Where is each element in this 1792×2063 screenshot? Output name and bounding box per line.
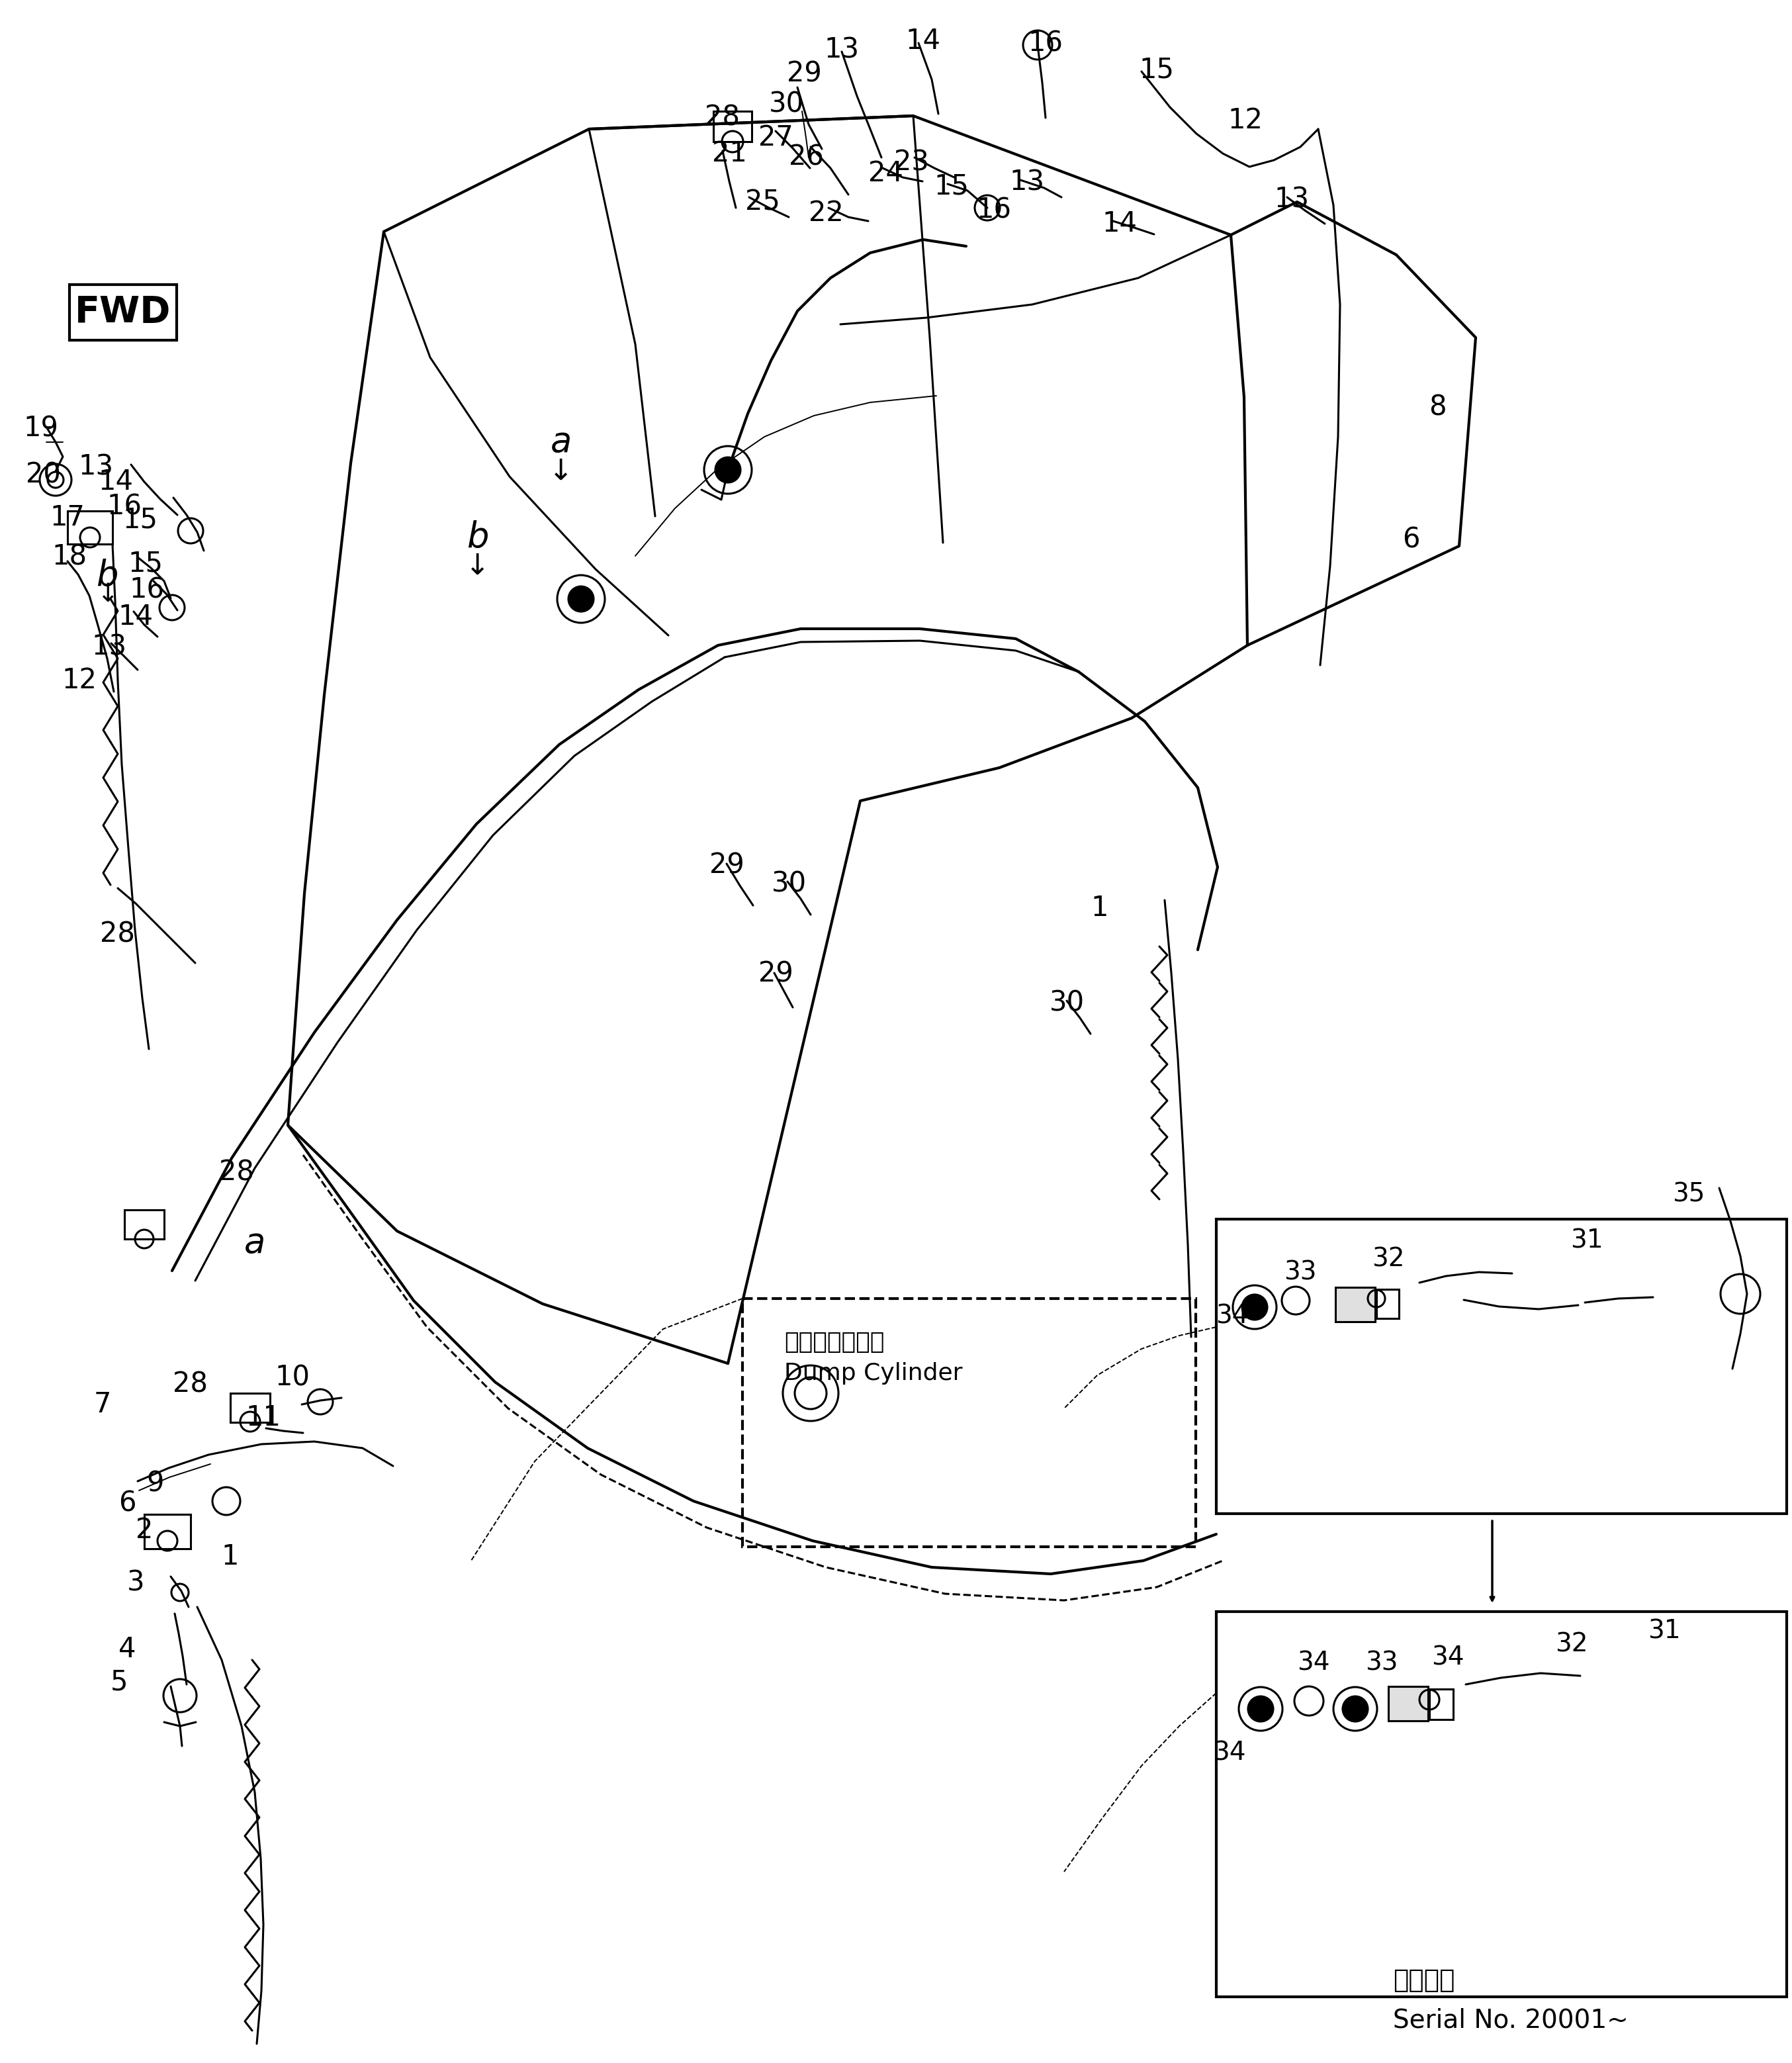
Circle shape: [1247, 1696, 1272, 1721]
Bar: [124, 1209, 165, 1240]
Text: 12: 12: [1228, 107, 1263, 134]
Text: b: b: [466, 520, 489, 555]
Text: 14: 14: [1102, 210, 1138, 237]
Text: 25: 25: [745, 188, 780, 217]
Text: 33: 33: [1366, 1650, 1398, 1675]
Text: 9: 9: [147, 1471, 165, 1498]
Text: 8: 8: [1428, 394, 1446, 421]
Text: 13: 13: [1274, 186, 1310, 215]
Text: ↓: ↓: [97, 582, 118, 607]
Circle shape: [1342, 1696, 1367, 1721]
Text: 14: 14: [118, 602, 152, 631]
Text: 29: 29: [787, 60, 821, 89]
Text: 5: 5: [111, 1669, 127, 1696]
Text: 27: 27: [758, 124, 794, 151]
Text: a: a: [244, 1225, 265, 1260]
Text: 31: 31: [1649, 1619, 1681, 1644]
Text: 1: 1: [1091, 893, 1109, 922]
Text: 34: 34: [1432, 1646, 1464, 1671]
Circle shape: [1242, 1296, 1267, 1320]
Bar: [1335, 1287, 1374, 1322]
Text: 29: 29: [710, 852, 744, 879]
Text: 30: 30: [769, 91, 805, 118]
Text: 28: 28: [174, 1370, 208, 1399]
Text: 16: 16: [977, 196, 1011, 225]
Text: 24: 24: [867, 159, 903, 188]
Text: 19: 19: [23, 415, 59, 444]
Text: ↓: ↓: [466, 551, 489, 580]
Text: 21: 21: [711, 140, 747, 167]
Text: 22: 22: [808, 200, 844, 227]
Text: 15: 15: [1140, 56, 1174, 83]
Text: 15: 15: [127, 551, 163, 578]
Text: 33: 33: [1283, 1260, 1317, 1285]
Text: 13: 13: [79, 452, 113, 481]
Text: 14: 14: [905, 27, 941, 56]
Text: 32: 32: [1555, 1632, 1588, 1657]
Bar: [1389, 1685, 1428, 1721]
Text: a: a: [550, 425, 572, 460]
Text: 2: 2: [136, 1516, 152, 1543]
Text: 適用号機: 適用号機: [1392, 1968, 1455, 1993]
Bar: [742, 1298, 1195, 1547]
Text: 30: 30: [771, 871, 806, 897]
Text: 1: 1: [222, 1543, 238, 1570]
Text: 13: 13: [91, 633, 127, 662]
Text: 4: 4: [118, 1636, 136, 1663]
Bar: [70, 285, 177, 340]
Text: 13: 13: [1009, 167, 1045, 196]
Text: b: b: [97, 559, 118, 592]
Text: 16: 16: [129, 576, 165, 604]
Text: 15: 15: [934, 173, 969, 200]
Text: 3: 3: [127, 1570, 145, 1597]
Text: 34: 34: [1297, 1650, 1330, 1675]
Text: 17: 17: [50, 503, 84, 532]
Text: 35: 35: [1672, 1182, 1706, 1207]
Text: 11: 11: [246, 1403, 281, 1432]
Text: ↓: ↓: [548, 458, 573, 485]
Text: Dump Cylinder: Dump Cylinder: [785, 1362, 962, 1384]
Text: 34: 34: [1213, 1739, 1245, 1766]
Text: 7: 7: [93, 1390, 111, 1419]
Text: 12: 12: [63, 666, 97, 695]
Text: 26: 26: [788, 144, 824, 171]
Bar: [68, 512, 113, 545]
Circle shape: [568, 586, 593, 611]
Text: 28: 28: [100, 920, 136, 949]
Text: 28: 28: [704, 103, 740, 132]
Text: 34: 34: [1215, 1304, 1249, 1329]
Text: ダンプシリンダ: ダンプシリンダ: [785, 1331, 883, 1353]
Bar: [1430, 1690, 1453, 1718]
Bar: [713, 111, 751, 142]
Bar: [1217, 1219, 1787, 1514]
Text: 28: 28: [219, 1159, 254, 1186]
Text: 16: 16: [108, 493, 142, 520]
Text: 29: 29: [758, 961, 794, 988]
Bar: [231, 1393, 271, 1421]
Text: FWD: FWD: [75, 295, 172, 330]
Text: 16: 16: [1029, 29, 1063, 58]
Bar: [1376, 1289, 1400, 1318]
Text: 18: 18: [52, 543, 88, 571]
Text: 23: 23: [894, 149, 930, 175]
Text: 6: 6: [1401, 526, 1419, 553]
Text: 13: 13: [824, 35, 860, 64]
Text: 20: 20: [25, 462, 61, 489]
Text: 31: 31: [1570, 1227, 1604, 1254]
Text: 6: 6: [118, 1489, 136, 1518]
Text: Serial No. 20001~: Serial No. 20001~: [1392, 2007, 1629, 2032]
Text: 30: 30: [1048, 988, 1084, 1017]
Text: 32: 32: [1373, 1246, 1405, 1271]
Bar: [1217, 1611, 1787, 1997]
Text: 14: 14: [99, 468, 133, 495]
Text: 15: 15: [124, 505, 158, 534]
Text: 10: 10: [274, 1364, 310, 1393]
Circle shape: [715, 458, 740, 483]
Bar: [145, 1514, 190, 1549]
